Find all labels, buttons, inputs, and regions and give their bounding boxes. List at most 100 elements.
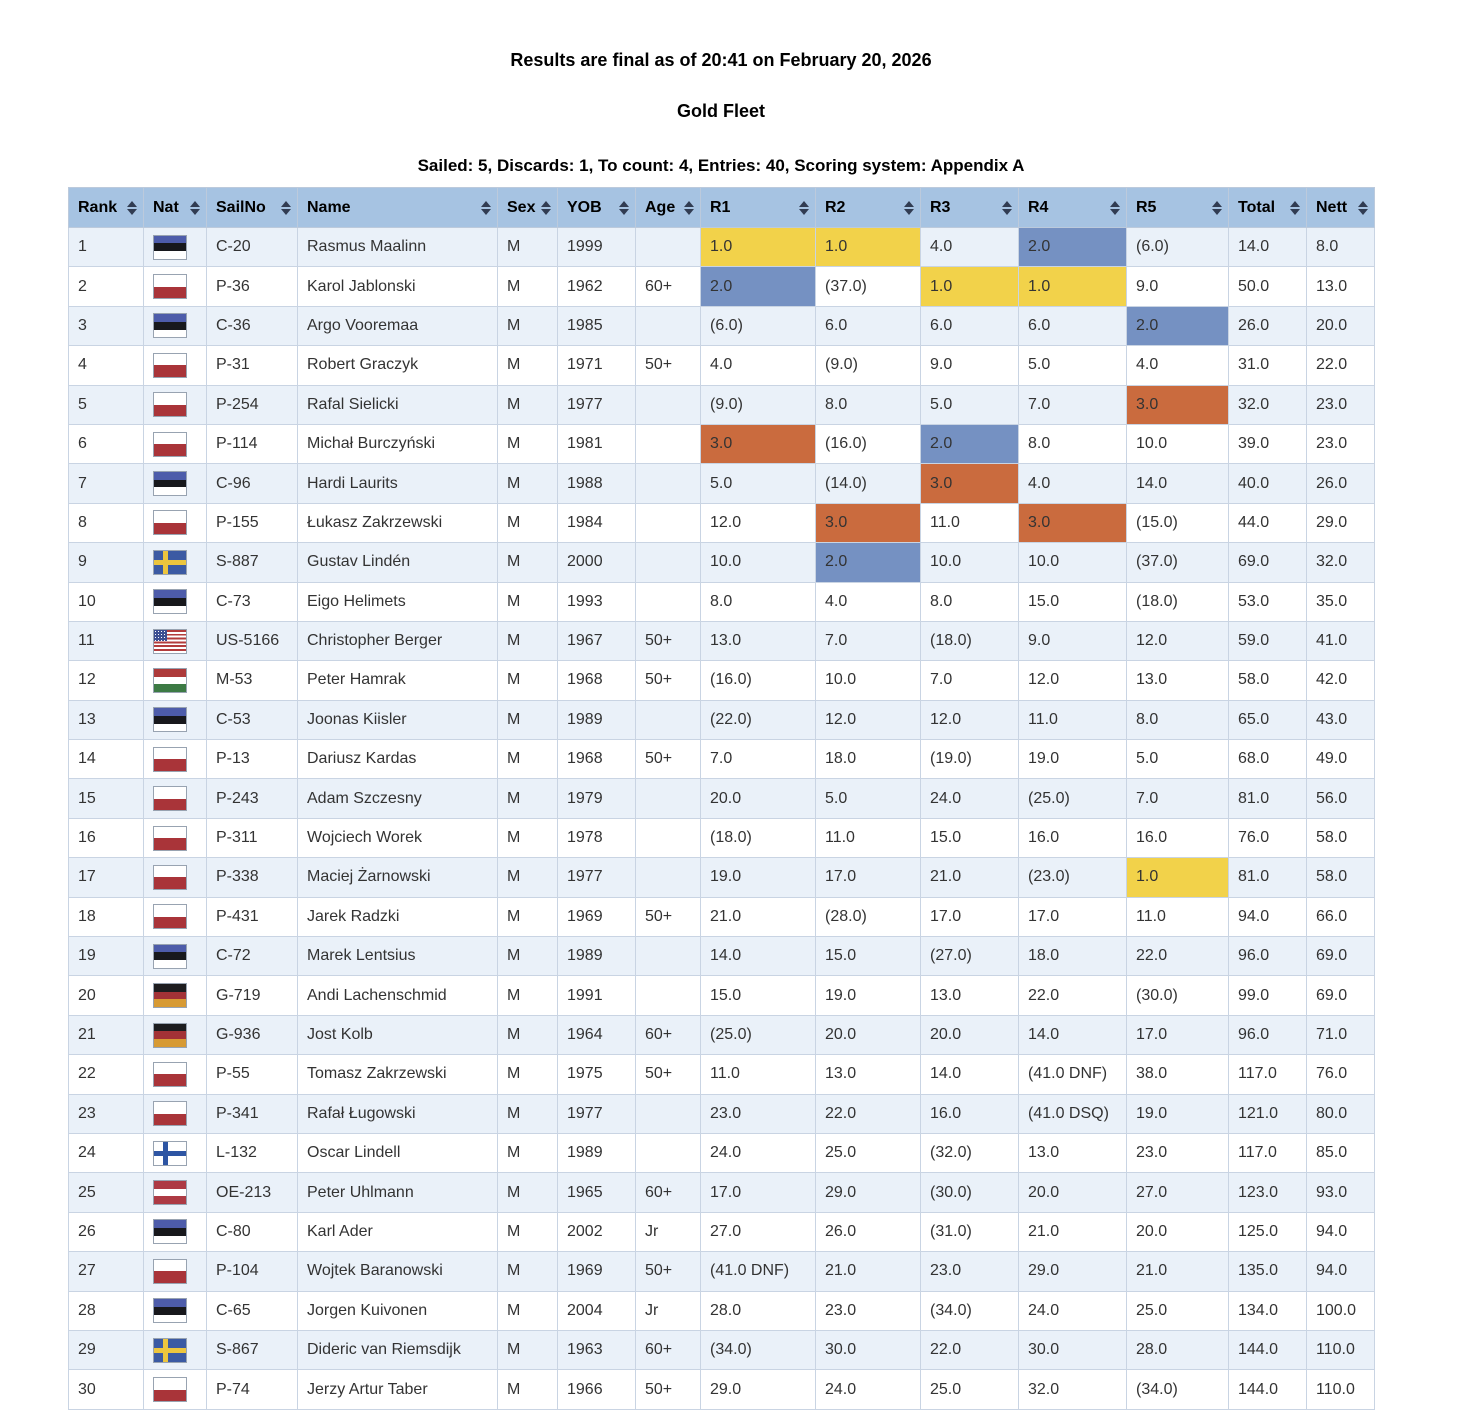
race-3-score-cell: 5.0	[920, 384, 1019, 425]
total-cell: 135.0	[1228, 1251, 1307, 1292]
column-label-sailno: SailNo	[216, 198, 266, 216]
result-row: 18 P-431 Jarek Radzki M 1969 50+ 21.0 (28.0) 17.…	[68, 896, 1375, 938]
est-flag-icon	[153, 943, 187, 969]
yob-cell: 1984	[557, 502, 636, 544]
column-header-nett[interactable]: Nett	[1306, 187, 1375, 228]
sort-icon[interactable]	[281, 200, 291, 215]
ger-flag-icon	[153, 1022, 187, 1048]
yob-cell: 1988	[557, 463, 636, 504]
age-cell	[635, 305, 701, 347]
column-header-sailno[interactable]: SailNo	[206, 187, 298, 228]
nett-cell: 66.0	[1306, 896, 1375, 938]
column-header-name[interactable]: Name	[297, 187, 498, 228]
sailno-cell: L-132	[206, 1132, 298, 1174]
yob-cell: 1966	[557, 1369, 636, 1410]
age-cell	[635, 936, 701, 977]
sex-cell: M	[497, 226, 558, 268]
sex-cell: M	[497, 1329, 558, 1371]
column-header-total[interactable]: Total	[1228, 187, 1307, 228]
nat-cell	[143, 226, 207, 268]
sort-icon[interactable]	[541, 200, 551, 215]
sort-icon[interactable]	[481, 200, 491, 215]
column-header-age[interactable]: Age	[635, 187, 701, 228]
fleet-title: Gold Fleet	[676, 101, 765, 121]
sort-icon[interactable]	[684, 200, 694, 215]
column-header-r1[interactable]: R1	[700, 187, 816, 228]
sex-cell: M	[497, 384, 558, 425]
race-2-score-cell: (37.0)	[815, 266, 921, 307]
results-table-header: Rank Nat SailNo Name Sex YOB Age R1 R2 R3 R4 R5 Tota…	[68, 187, 1375, 228]
sort-icon[interactable]	[1110, 200, 1120, 215]
sailno-cell: P-13	[206, 739, 298, 780]
race-1-score-cell: 27.0	[700, 1211, 816, 1253]
name-cell: Marek Lentsius	[297, 936, 498, 977]
rank-cell: 26	[68, 1211, 144, 1253]
race-4-score-cell: 13.0	[1018, 1132, 1127, 1174]
column-header-yob[interactable]: YOB	[557, 187, 636, 228]
rank-cell: 28	[68, 1290, 144, 1331]
sailno-cell: M-53	[206, 660, 298, 701]
sort-icon[interactable]	[1290, 200, 1300, 215]
nett-cell: 76.0	[1306, 1054, 1375, 1095]
sort-icon[interactable]	[904, 200, 914, 215]
sort-icon[interactable]	[1002, 200, 1012, 215]
column-header-nat[interactable]: Nat	[143, 187, 207, 228]
sailno-cell: C-72	[206, 936, 298, 977]
total-cell: 144.0	[1228, 1369, 1307, 1410]
est-flag-icon	[153, 471, 187, 497]
est-flag-icon	[153, 707, 187, 733]
name-cell: Christopher Berger	[297, 620, 498, 662]
column-header-r2[interactable]: R2	[815, 187, 921, 228]
nat-cell	[143, 384, 207, 425]
race-5-score-cell: 11.0	[1126, 896, 1229, 938]
result-row: 25 OE-213 Peter Uhlmann M 1965 60+ 17.0 29.0 (30…	[68, 1172, 1375, 1213]
race-2-score-cell: 25.0	[815, 1132, 921, 1174]
sort-icon[interactable]	[619, 200, 629, 215]
sort-icon[interactable]	[127, 200, 137, 215]
column-label-r1: R1	[710, 198, 731, 216]
race-3-score-cell: (18.0)	[920, 620, 1019, 662]
sort-icon[interactable]	[1212, 200, 1222, 215]
race-3-score-cell: 11.0	[920, 502, 1019, 544]
nat-cell	[143, 423, 207, 465]
sort-icon[interactable]	[799, 200, 809, 215]
race-5-score-cell: (18.0)	[1126, 581, 1229, 622]
pol-flag-icon	[153, 431, 187, 457]
column-label-total: Total	[1238, 198, 1276, 216]
name-cell: Rafał Ługowski	[297, 1093, 498, 1134]
race-4-score-cell: 20.0	[1018, 1172, 1127, 1213]
race-3-score-cell: 13.0	[920, 975, 1019, 1016]
total-cell: 144.0	[1228, 1329, 1307, 1371]
race-3-score-cell: (34.0)	[920, 1290, 1019, 1331]
age-cell	[635, 817, 701, 859]
race-2-score-cell: 20.0	[815, 1014, 921, 1056]
sort-icon[interactable]	[1358, 200, 1368, 215]
race-5-score-cell: 27.0	[1126, 1172, 1229, 1213]
race-2-score-cell: 3.0	[815, 502, 921, 544]
pol-flag-icon	[153, 746, 187, 772]
rank-cell: 30	[68, 1369, 144, 1410]
race-2-score-cell: 10.0	[815, 660, 921, 701]
race-4-score-cell: 14.0	[1018, 1014, 1127, 1056]
column-header-r5[interactable]: R5	[1126, 187, 1229, 228]
sex-cell: M	[497, 975, 558, 1016]
nett-cell: 20.0	[1306, 305, 1375, 347]
column-header-r4[interactable]: R4	[1018, 187, 1127, 228]
nat-cell	[143, 1290, 207, 1331]
age-cell: 50+	[635, 1251, 701, 1292]
rank-cell: 9	[68, 542, 144, 583]
swe-flag-icon	[153, 1337, 187, 1363]
nat-cell	[143, 1132, 207, 1174]
ger-flag-icon	[153, 983, 187, 1009]
race-1-score-cell: 21.0	[700, 896, 816, 938]
sex-cell: M	[497, 1093, 558, 1134]
column-header-sex[interactable]: Sex	[497, 187, 558, 228]
race-2-score-cell: 26.0	[815, 1211, 921, 1253]
column-header-r3[interactable]: R3	[920, 187, 1019, 228]
race-5-score-cell: 14.0	[1126, 463, 1229, 504]
name-cell: Eigo Helimets	[297, 581, 498, 622]
race-5-score-cell: (6.0)	[1126, 226, 1229, 268]
rank-cell: 16	[68, 817, 144, 859]
sort-icon[interactable]	[190, 200, 200, 215]
column-header-rank[interactable]: Rank	[68, 187, 144, 228]
